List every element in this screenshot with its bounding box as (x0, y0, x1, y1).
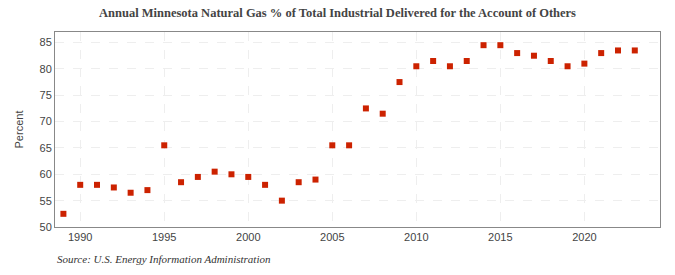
svg-text:70: 70 (40, 115, 52, 127)
svg-text:55: 55 (40, 195, 52, 207)
svg-text:1995: 1995 (152, 231, 176, 243)
svg-text:2015: 2015 (488, 231, 512, 243)
svg-text:50: 50 (40, 221, 52, 233)
svg-text:65: 65 (40, 142, 52, 154)
svg-text:80: 80 (40, 63, 52, 75)
svg-text:Source: U.S. Energy Informatio: Source: U.S. Energy Information Administ… (57, 253, 271, 265)
svg-text:75: 75 (40, 89, 52, 101)
svg-text:85: 85 (40, 36, 52, 48)
svg-text:2010: 2010 (404, 231, 428, 243)
svg-text:1990: 1990 (68, 231, 92, 243)
svg-text:Percent: Percent (13, 111, 25, 149)
svg-text:Annual Minnesota Natural Gas %: Annual Minnesota Natural Gas % of Total … (99, 6, 576, 20)
svg-text:2005: 2005 (320, 231, 344, 243)
svg-text:2020: 2020 (572, 231, 596, 243)
svg-text:60: 60 (40, 168, 52, 180)
svg-text:2000: 2000 (236, 231, 260, 243)
